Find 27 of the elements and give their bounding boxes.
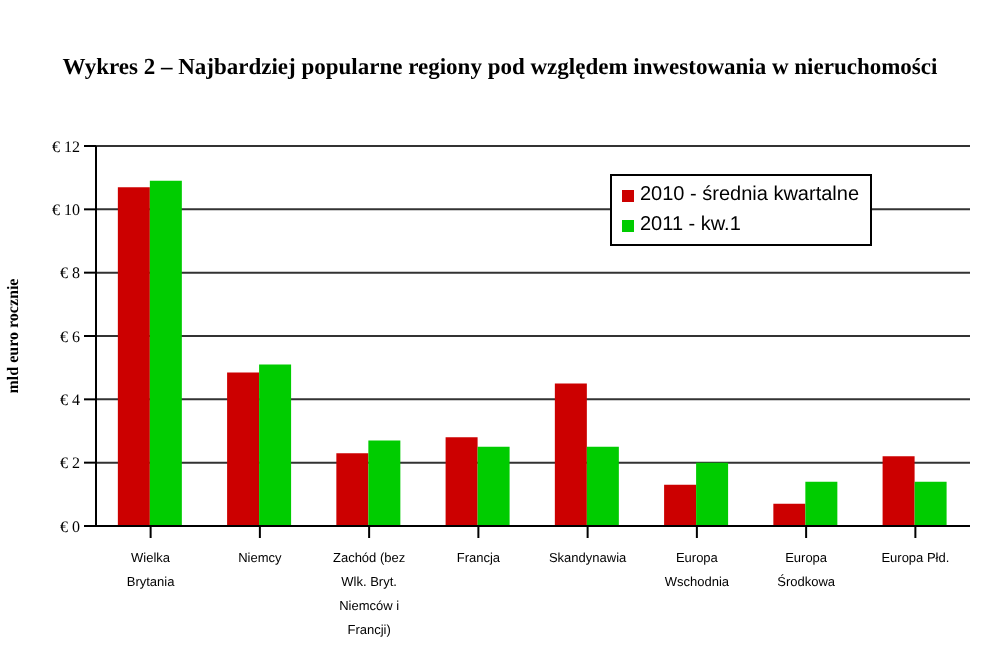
y-tick-label: € 0 (60, 517, 80, 536)
y-axis-title: mld euro rocznie (3, 277, 22, 394)
y-tick-label: € 2 (60, 454, 80, 473)
y-tick-label: € 4 (60, 391, 80, 410)
bar (149, 180, 182, 526)
bar (117, 187, 150, 526)
y-tick-label: € 12 (52, 137, 80, 156)
bar (882, 456, 915, 526)
bar (227, 372, 260, 526)
bar (805, 481, 838, 526)
bar (554, 383, 587, 526)
y-tick-label: € 10 (52, 201, 80, 220)
bar (696, 462, 729, 526)
bar (259, 364, 292, 526)
legend-label: 2010 - średnia kwartalne (640, 182, 860, 210)
chart-title: Wykres 2 – Najbardziej popularne regiony pod względem inwestowania w nieruchomości (60, 56, 940, 80)
bar (914, 481, 947, 526)
bar (664, 484, 697, 526)
bar (368, 440, 401, 526)
bar (445, 437, 478, 526)
bar (336, 453, 369, 526)
bar (773, 503, 806, 526)
y-tick-label: € 8 (60, 264, 80, 283)
y-tick-label: € 6 (60, 327, 80, 346)
bar (586, 446, 619, 526)
bar (477, 446, 510, 526)
legend-label: 2011 - kw.1 (640, 212, 741, 240)
